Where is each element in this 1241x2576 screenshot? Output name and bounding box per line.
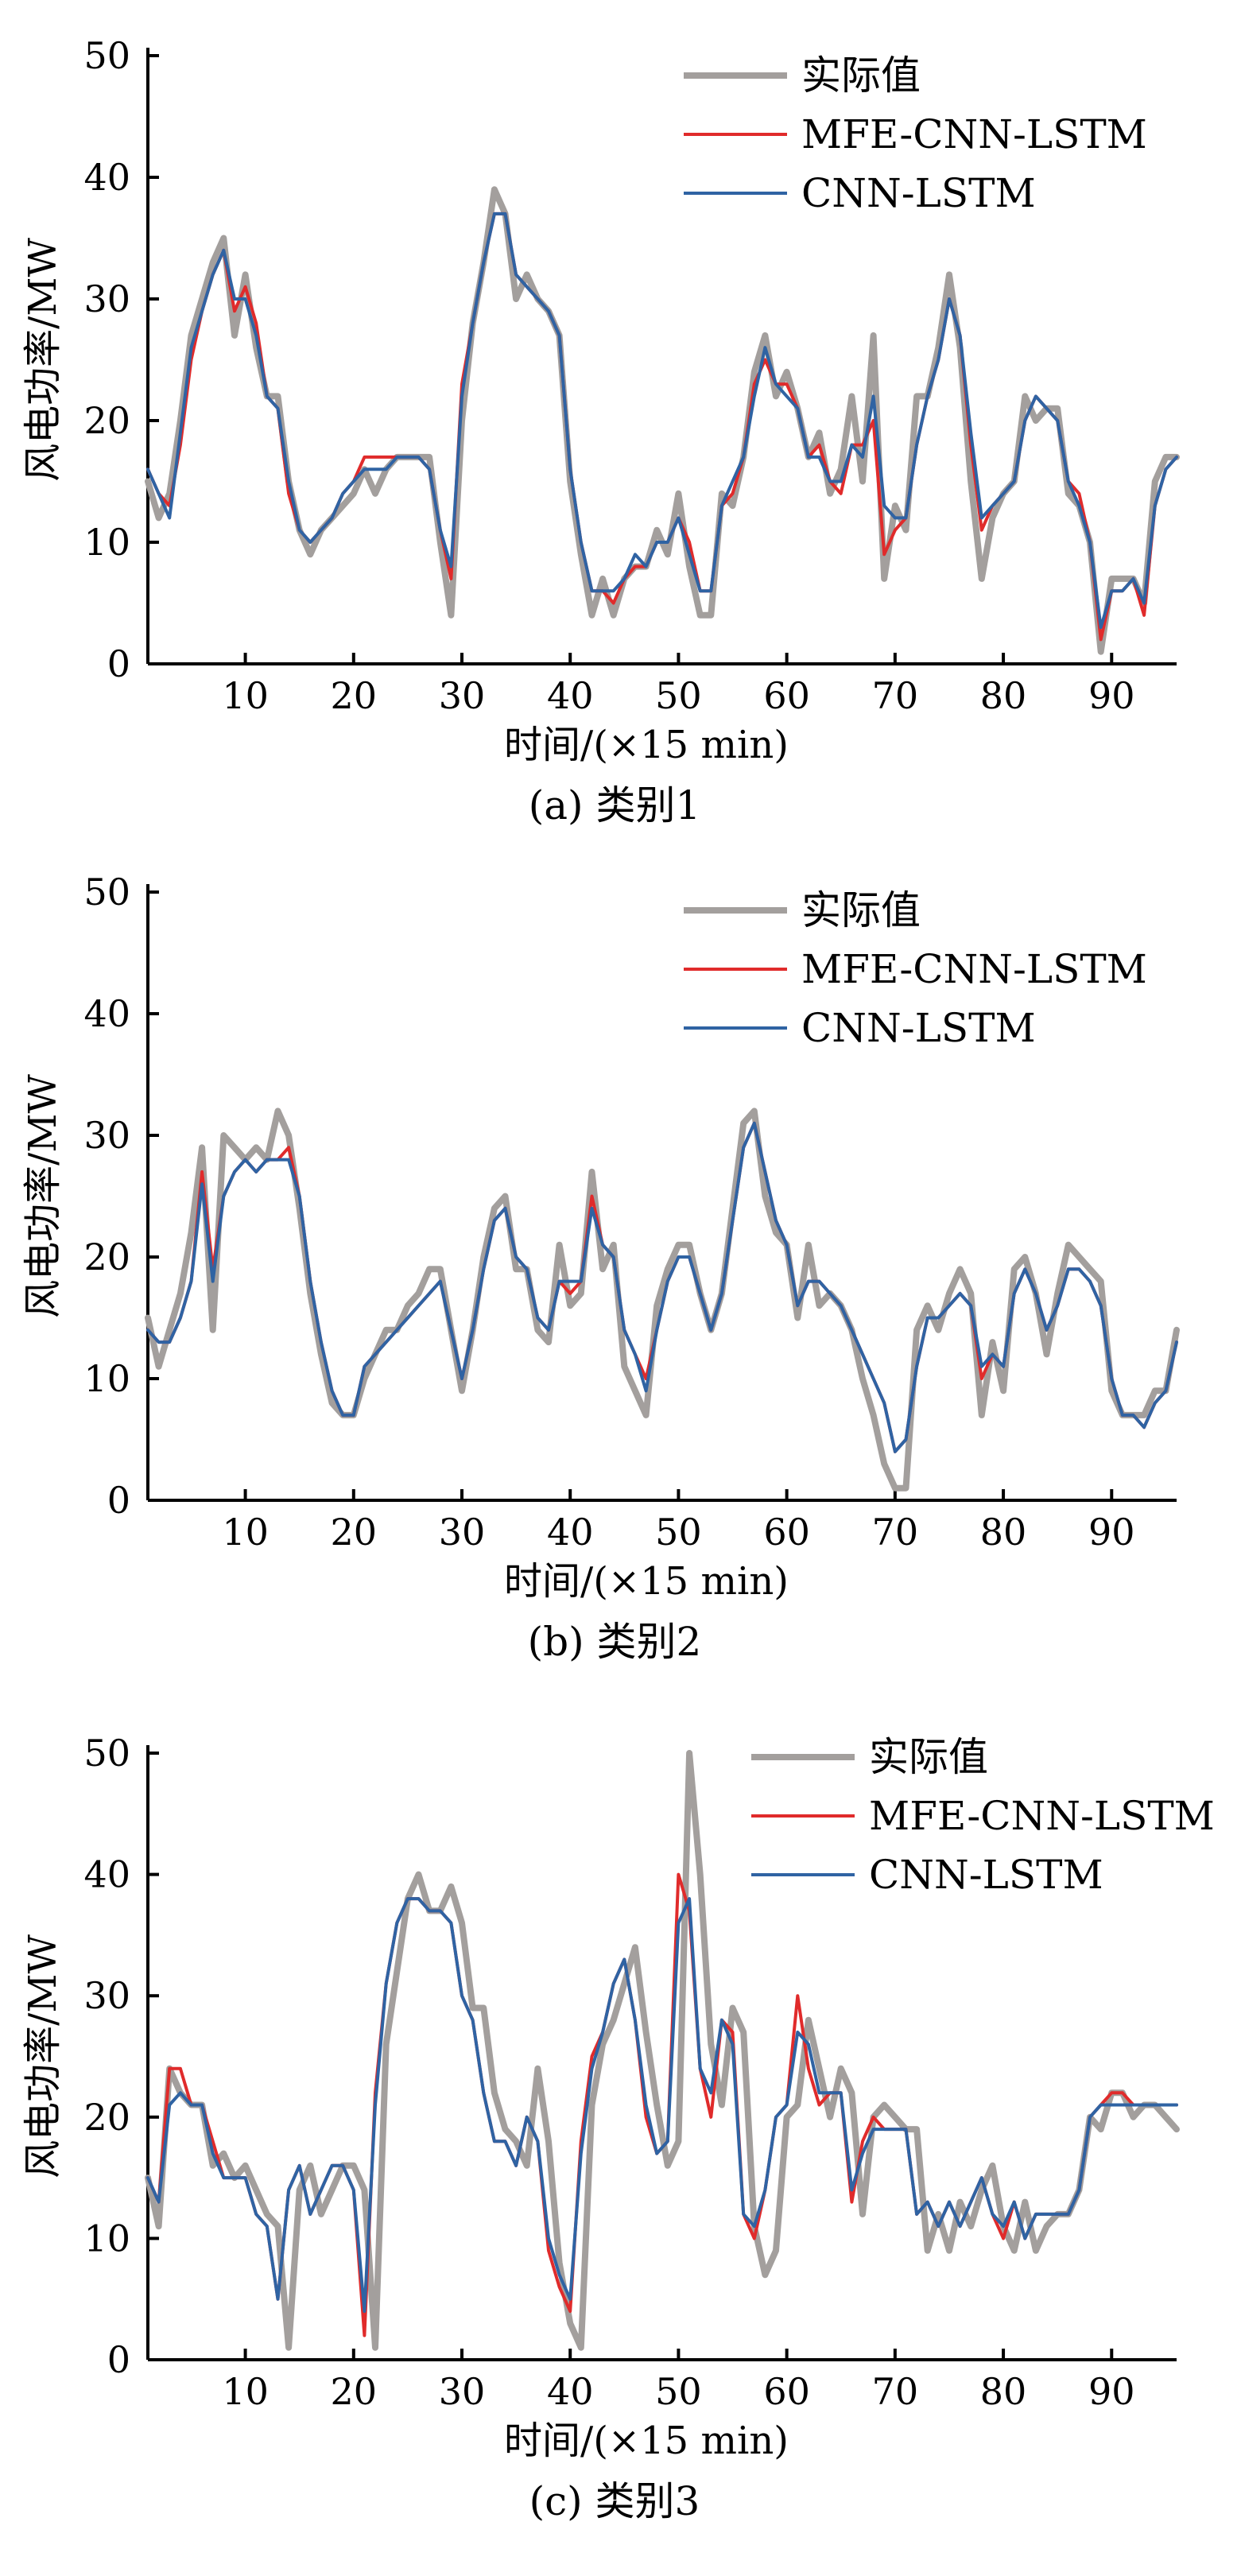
x-tick-label: 20 — [331, 1511, 378, 1554]
x-tick-label: 90 — [1088, 2370, 1135, 2413]
tick-group: 10 20 30 40 50 60 70 80 90 0 10 20 30 40 50 — [83, 34, 1134, 717]
x-tick-label: 70 — [872, 1511, 919, 1554]
tick-group: 10 20 30 40 50 60 70 80 90 0 10 20 30 40 50 — [83, 1732, 1134, 2413]
y-tick-label: 40 — [83, 1853, 130, 1896]
series-group — [145, 1108, 1180, 1492]
y-tick-label: 50 — [83, 34, 130, 77]
legend-label-cnn-lstm: CNN-LSTM — [801, 1005, 1036, 1051]
x-tick-label: 10 — [222, 1511, 269, 1554]
x-tick-label: 60 — [763, 2370, 810, 2413]
x-tick-label: 50 — [655, 674, 702, 717]
legend-label-mfe-cnn-lstm: MFE-CNN-LSTM — [801, 111, 1147, 157]
x-tick-label: 70 — [872, 674, 919, 717]
chart-panel-c: 10 20 30 40 50 60 70 80 90 0 10 20 30 40 50 实际值 MFE-CN… — [21, 1732, 1215, 2524]
x-tick-label: 80 — [980, 2370, 1027, 2413]
figure-caption-b: (b) 类别2 — [528, 1619, 702, 1665]
series-line-cnn-lstm — [146, 211, 1178, 630]
x-tick-label: 30 — [439, 674, 486, 717]
x-tick-label: 10 — [222, 674, 269, 717]
x-tick-label: 90 — [1088, 674, 1135, 717]
series-line-cnn-lstm — [146, 1121, 1178, 1453]
chart-panel-b: 10 20 30 40 50 60 70 80 90 0 10 20 30 40 50 实际值 MFE-CN… — [21, 871, 1180, 1665]
y-tick-label: 10 — [83, 2217, 130, 2260]
legend-label-actual: 实际值 — [801, 52, 921, 99]
series-line-actual — [145, 1750, 1180, 2351]
legend-label-actual: 实际值 — [869, 1734, 988, 1780]
x-tick-label: 40 — [547, 2370, 594, 2413]
legend-label-actual: 实际值 — [801, 887, 921, 933]
x-tick-label: 20 — [331, 674, 378, 717]
y-axis-title: 风电功率/MW — [21, 238, 65, 482]
x-tick-label: 40 — [547, 674, 594, 717]
y-tick-label: 50 — [83, 1732, 130, 1775]
series-group — [145, 186, 1180, 655]
y-axis-title: 风电功率/MW — [21, 1074, 65, 1318]
x-tick-label: 90 — [1088, 1511, 1135, 1554]
y-tick-label: 30 — [83, 1114, 130, 1157]
x-tick-label: 30 — [439, 1511, 486, 1554]
legend-label-mfe-cnn-lstm: MFE-CNN-LSTM — [801, 946, 1147, 992]
x-tick-label: 70 — [872, 2370, 919, 2413]
x-tick-label: 80 — [980, 674, 1027, 717]
y-tick-label: 0 — [107, 2338, 130, 2381]
x-tick-label: 30 — [439, 2370, 486, 2413]
y-tick-label: 10 — [83, 521, 130, 564]
x-tick-label: 50 — [655, 1511, 702, 1554]
y-tick-label: 0 — [107, 1479, 130, 1522]
y-tick-label: 20 — [83, 1236, 130, 1278]
legend-label-cnn-lstm: CNN-LSTM — [869, 1852, 1103, 1898]
legend-label-cnn-lstm: CNN-LSTM — [801, 170, 1036, 216]
tick-group: 10 20 30 40 50 60 70 80 90 0 10 20 30 40 50 — [83, 871, 1134, 1554]
x-tick-label: 50 — [655, 2370, 702, 2413]
y-tick-label: 20 — [83, 399, 130, 442]
series-line-mfe-cnn-lstm — [146, 1872, 1178, 2337]
x-tick-label: 20 — [331, 2370, 378, 2413]
y-tick-label: 10 — [83, 1357, 130, 1400]
y-tick-label: 30 — [83, 1974, 130, 2017]
series-group — [145, 1750, 1180, 2351]
x-axis-title: 时间/(×15 min) — [504, 723, 789, 767]
legend: 实际值 MFE-CNN-LSTM CNN-LSTM — [684, 887, 1147, 1051]
chart-panel-a: 10 20 30 40 50 60 70 80 90 0 10 20 30 40 50 实际值 MFE-CN… — [21, 34, 1180, 828]
legend: 实际值 MFE-CNN-LSTM CNN-LSTM — [751, 1734, 1215, 1898]
x-axis-title: 时间/(×15 min) — [504, 2419, 789, 2463]
x-tick-label: 60 — [763, 1511, 810, 1554]
y-tick-label: 40 — [83, 156, 130, 199]
x-tick-label: 60 — [763, 674, 810, 717]
y-tick-label: 30 — [83, 277, 130, 320]
legend-label-mfe-cnn-lstm: MFE-CNN-LSTM — [869, 1793, 1215, 1839]
x-tick-label: 80 — [980, 1511, 1027, 1554]
x-tick-label: 10 — [222, 2370, 269, 2413]
y-axis-title: 风电功率/MW — [21, 1934, 65, 2178]
series-line-cnn-lstm — [146, 1897, 1178, 2313]
y-tick-label: 0 — [107, 642, 130, 685]
y-tick-label: 20 — [83, 2096, 130, 2139]
series-line-actual — [145, 186, 1180, 655]
y-tick-label: 40 — [83, 992, 130, 1035]
legend: 实际值 MFE-CNN-LSTM CNN-LSTM — [684, 52, 1147, 216]
y-tick-label: 50 — [83, 871, 130, 914]
figure-caption-c: (c) 类别3 — [529, 2478, 700, 2524]
x-tick-label: 40 — [547, 1511, 594, 1554]
series-line-actual — [145, 1108, 1180, 1492]
x-axis-title: 时间/(×15 min) — [504, 1559, 789, 1604]
figure-caption-a: (a) 类别1 — [529, 782, 701, 828]
